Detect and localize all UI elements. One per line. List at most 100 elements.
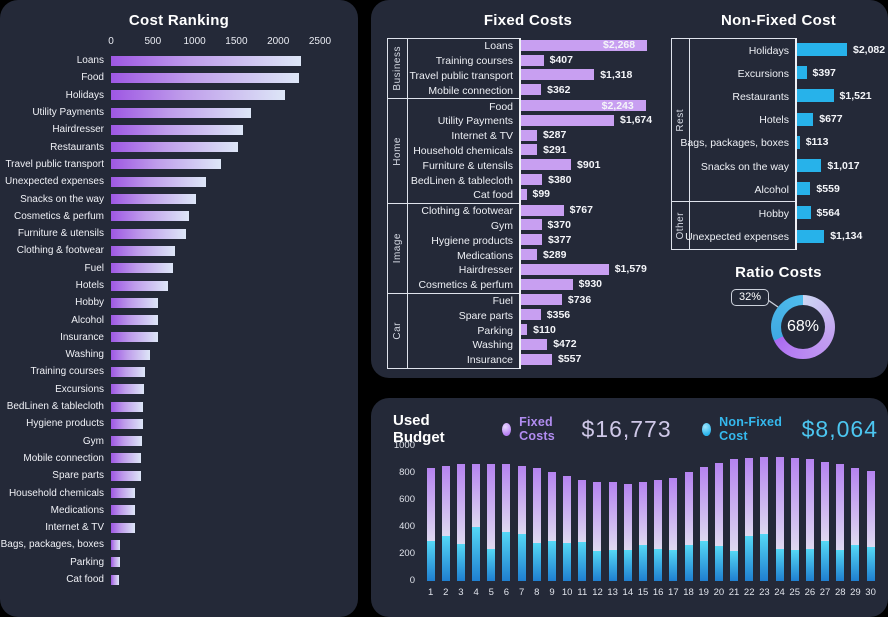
nonfixed-segment: [472, 527, 481, 581]
bar-row: Bags, packages, boxes: [0, 536, 358, 553]
fixed-segment: [623, 483, 632, 550]
stacked-bar-slot: [560, 446, 575, 581]
bar-row: Hygiene products: [0, 415, 358, 432]
bar: [111, 90, 286, 101]
value-label: $1,318: [600, 68, 633, 81]
tick-label: 2000: [267, 36, 290, 47]
category-label: Clothing & footwear: [16, 245, 104, 257]
bar-row: Utility Payments: [0, 104, 358, 121]
stacked-bar-slot: [438, 446, 453, 581]
donut-ring: 68%: [771, 294, 835, 359]
fixed-segment: [608, 482, 617, 550]
bar-row: $407: [521, 53, 669, 68]
category-label: Medications: [50, 504, 104, 516]
value-label: $1,134: [830, 230, 863, 243]
stacked-bar: [714, 446, 723, 581]
bar-row: Insurance: [0, 329, 358, 346]
day-label: 11: [577, 587, 588, 598]
value-label: $559: [816, 182, 840, 195]
stacked-bar-slot: [848, 446, 863, 581]
bar: [521, 174, 543, 186]
value-label: $377: [547, 233, 572, 246]
stacked-bar: [456, 446, 465, 581]
category-label: BedLinen & tablecloth: [410, 174, 513, 187]
category-label: Insurance: [60, 331, 104, 343]
value-label: $287: [542, 129, 567, 142]
cost-ranking-title: Cost Ranking: [128, 12, 230, 29]
bar: [521, 278, 573, 290]
category-label: Snacks on the way: [20, 193, 104, 205]
stacked-bar-slot: [696, 446, 711, 581]
donut-hole: 68%: [781, 304, 825, 349]
bar-row: $289: [521, 247, 669, 262]
category-label: Bags, packages, boxes: [0, 539, 104, 551]
group-name-cell: Rest: [672, 39, 690, 202]
stacked-bar-slot: [529, 446, 544, 581]
legend-non-fixed-cost: Non-Fixed Cost $8,064: [701, 415, 878, 443]
stacked-bar: [593, 446, 602, 581]
group-item-labels: Hobby Unexpected expenses: [685, 202, 795, 248]
bar-row: Hobby: [0, 294, 358, 311]
ratio-costs-title: Ratio Costs: [735, 263, 822, 281]
group-label-area: Other Hobby Unexpected expenses: [671, 201, 795, 250]
category-label: Furniture & utensils: [422, 159, 513, 172]
stacked-bar-slot: [469, 446, 484, 581]
bar-row: $362: [521, 82, 669, 97]
stacked-bar: [669, 446, 678, 581]
bar-group: Other Hobby Unexpected expenses $564 $1,134: [671, 201, 886, 250]
bar: [111, 505, 136, 516]
stacked-bar: [623, 446, 632, 581]
stacked-bar: [684, 446, 693, 581]
category-label: Training courses: [30, 366, 104, 378]
day-label: 28: [834, 587, 846, 598]
category-label: Gym: [82, 435, 104, 447]
category-label: Hygiene products: [26, 418, 104, 430]
nonfixed-segment: [502, 532, 511, 581]
fixed-segment: [760, 456, 769, 535]
day-label: 18: [683, 587, 694, 598]
category-label: Clothing & footwear: [421, 205, 513, 218]
cost-ranking-chart: 0 500 1000 1500 2000 2500 Loans Food Holidays Ut…: [0, 35, 358, 588]
fixed-segment: [714, 462, 723, 546]
day-label: 16: [652, 587, 664, 598]
value-label: $1,521: [839, 89, 872, 102]
category-label: Mobile connection: [23, 452, 104, 464]
bar-row: Household chemicals: [0, 484, 358, 501]
non-fixed-chart: Rest Holidays Excursions Restaurants Hotels B…: [671, 38, 886, 250]
bar: [797, 206, 811, 220]
stacked-bar: [821, 446, 830, 581]
fixed-segment: [821, 461, 830, 541]
bar: [521, 353, 552, 365]
day-label: 22: [743, 587, 755, 598]
value-label: $472: [553, 338, 577, 351]
group-name-cell: Home: [388, 99, 408, 203]
bar-row: $736: [521, 293, 669, 308]
value-label: $289: [543, 248, 567, 261]
category-label: Cat food: [473, 189, 513, 202]
nonfixed-segment: [623, 549, 632, 581]
group-label: Image: [392, 233, 403, 264]
nonfixed-segment: [638, 544, 647, 581]
nonfixed-segment: [532, 543, 541, 581]
used-budget-x-axis: 1 2 3 4 5 6 7 8 9 10 11 12 13 14 15 16 17 18 19 20 21 22 23 24 2…: [423, 587, 878, 598]
stacked-bar: [760, 446, 769, 581]
nonfixed-segment: [547, 540, 556, 581]
value-label: $380: [548, 173, 572, 186]
group-label: Home: [392, 136, 403, 166]
stacked-bar-slot: [484, 446, 499, 581]
value-label: $397: [812, 66, 836, 79]
category-label: Household chemicals: [8, 487, 104, 499]
bar-row: $380: [521, 172, 669, 187]
donut-center-label: 68%: [786, 317, 820, 335]
bar: [521, 159, 572, 171]
group-item-labels: Loans Training courses Travel public trans…: [408, 39, 519, 98]
category-label: Unexpected expenses: [5, 176, 104, 188]
stacked-bar-slot: [575, 446, 590, 581]
bar: [111, 263, 173, 274]
bar-row: Parking: [0, 554, 358, 571]
bar: [111, 159, 222, 170]
category-label: Restaurants: [50, 141, 104, 153]
category-label: Fuel: [492, 294, 513, 307]
stacked-bar: [608, 446, 617, 581]
nonfixed-segment: [563, 543, 572, 581]
